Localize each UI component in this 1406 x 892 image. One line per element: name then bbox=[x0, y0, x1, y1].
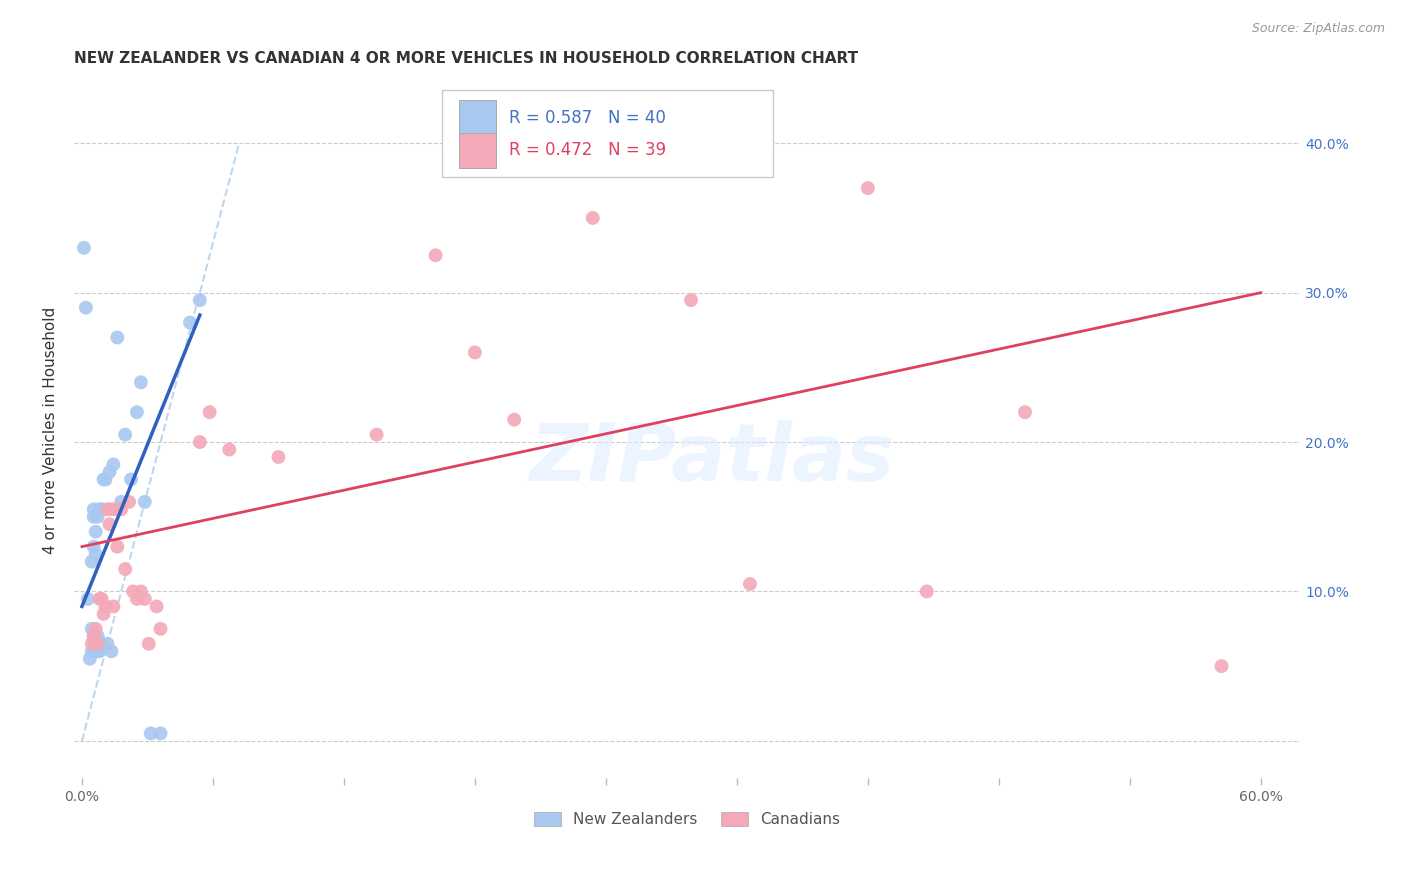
Point bbox=[915, 584, 938, 599]
Point bbox=[582, 211, 605, 225]
Point bbox=[134, 591, 156, 606]
Point bbox=[80, 622, 103, 636]
Point bbox=[84, 524, 107, 539]
Point bbox=[103, 599, 125, 614]
Point bbox=[84, 637, 107, 651]
FancyBboxPatch shape bbox=[458, 100, 496, 135]
Point bbox=[134, 495, 156, 509]
Point bbox=[149, 622, 172, 636]
Point bbox=[105, 330, 128, 344]
Point bbox=[188, 293, 211, 307]
Point bbox=[80, 637, 103, 651]
Point bbox=[149, 726, 172, 740]
Point bbox=[84, 622, 107, 636]
Point bbox=[86, 509, 108, 524]
Point bbox=[83, 629, 105, 643]
Point bbox=[103, 458, 125, 472]
Point bbox=[188, 435, 211, 450]
Point bbox=[366, 427, 388, 442]
Point bbox=[90, 502, 112, 516]
Point bbox=[425, 248, 447, 262]
Point bbox=[856, 181, 879, 195]
Point bbox=[89, 591, 111, 606]
Point bbox=[79, 651, 101, 665]
Point bbox=[104, 502, 127, 516]
Point bbox=[86, 644, 108, 658]
Point bbox=[84, 547, 107, 561]
Point bbox=[125, 405, 148, 419]
Point bbox=[90, 637, 112, 651]
Point bbox=[83, 540, 105, 554]
Point bbox=[83, 629, 105, 643]
Point bbox=[139, 726, 162, 740]
Point bbox=[110, 495, 132, 509]
Point bbox=[86, 637, 108, 651]
Text: Source: ZipAtlas.com: Source: ZipAtlas.com bbox=[1251, 22, 1385, 36]
Point bbox=[129, 376, 152, 390]
Text: NEW ZEALANDER VS CANADIAN 4 OR MORE VEHICLES IN HOUSEHOLD CORRELATION CHART: NEW ZEALANDER VS CANADIAN 4 OR MORE VEHI… bbox=[75, 51, 858, 66]
Point bbox=[76, 591, 98, 606]
Point bbox=[100, 644, 122, 658]
Point bbox=[96, 637, 118, 651]
Point bbox=[118, 495, 141, 509]
FancyBboxPatch shape bbox=[458, 133, 496, 168]
Point bbox=[267, 450, 290, 464]
Point bbox=[110, 502, 132, 516]
Point bbox=[1211, 659, 1233, 673]
Legend: New Zealanders, Canadians: New Zealanders, Canadians bbox=[527, 805, 846, 833]
Point bbox=[679, 293, 702, 307]
Point bbox=[114, 427, 136, 442]
FancyBboxPatch shape bbox=[441, 90, 773, 178]
Point bbox=[75, 301, 97, 315]
Point bbox=[105, 540, 128, 554]
Point bbox=[738, 577, 761, 591]
Point bbox=[84, 644, 107, 658]
Point bbox=[96, 502, 118, 516]
Text: R = 0.472   N = 39: R = 0.472 N = 39 bbox=[509, 141, 666, 159]
Point bbox=[464, 345, 486, 359]
Point bbox=[198, 405, 221, 419]
Point bbox=[503, 412, 526, 426]
Point bbox=[86, 629, 108, 643]
Point bbox=[1014, 405, 1036, 419]
Text: ZIPatlas: ZIPatlas bbox=[529, 419, 894, 498]
Point bbox=[98, 517, 121, 532]
Point bbox=[114, 562, 136, 576]
Y-axis label: 4 or more Vehicles in Household: 4 or more Vehicles in Household bbox=[44, 307, 58, 555]
Point bbox=[83, 502, 105, 516]
Point bbox=[90, 591, 112, 606]
Point bbox=[80, 644, 103, 658]
Point bbox=[218, 442, 240, 457]
Point bbox=[122, 584, 145, 599]
Point bbox=[89, 502, 111, 516]
Point bbox=[94, 599, 117, 614]
Point bbox=[120, 472, 142, 486]
Point bbox=[89, 644, 111, 658]
Point bbox=[145, 599, 167, 614]
Point bbox=[98, 465, 121, 479]
Point bbox=[73, 241, 96, 255]
Point bbox=[94, 472, 117, 486]
Point bbox=[86, 637, 108, 651]
Point bbox=[93, 607, 115, 621]
Point bbox=[138, 637, 160, 651]
Point bbox=[83, 509, 105, 524]
Text: R = 0.587   N = 40: R = 0.587 N = 40 bbox=[509, 109, 666, 127]
Point bbox=[80, 555, 103, 569]
Point bbox=[93, 472, 115, 486]
Point bbox=[179, 316, 201, 330]
Point bbox=[129, 584, 152, 599]
Point bbox=[125, 591, 148, 606]
Point bbox=[100, 502, 122, 516]
